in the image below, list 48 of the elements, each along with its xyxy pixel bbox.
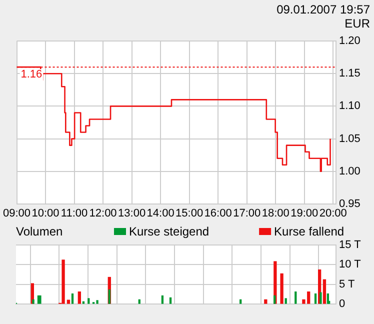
bar	[32, 299, 34, 304]
y-axis-title: EUR	[344, 16, 370, 30]
x-tick-label: 09:00	[3, 208, 31, 220]
bar	[78, 291, 82, 304]
bar	[71, 293, 74, 304]
bar	[280, 273, 284, 304]
bar	[322, 279, 326, 304]
x-tick-label: 10:00	[32, 208, 60, 220]
x-tick-label: 19:00	[290, 208, 318, 220]
bar	[62, 260, 65, 304]
x-tick-label: 12:00	[89, 208, 117, 220]
bar	[284, 298, 287, 304]
x-tick-label: 17:00	[233, 208, 261, 220]
y-tick-label: 1.00	[339, 165, 360, 178]
y-tick-label: 1.20	[339, 35, 360, 48]
bar	[264, 299, 268, 304]
bar	[169, 297, 172, 304]
bar	[138, 299, 140, 304]
bar	[88, 298, 90, 304]
bar	[294, 291, 297, 304]
x-tick-label: 11:00	[60, 208, 88, 220]
bar	[239, 299, 242, 304]
bar	[108, 290, 110, 304]
chart-title: Volumen	[16, 224, 63, 238]
y-tick-label: 1.05	[339, 132, 360, 145]
y-tick-label: 10 T	[339, 258, 362, 271]
legend-label: Kurse fallend	[274, 224, 344, 238]
text: 09.01.2007 19:57	[276, 2, 370, 16]
bar	[96, 300, 98, 304]
x-tick-label: 18:00	[262, 208, 290, 220]
y-tick-label: 1.15	[339, 68, 360, 80]
x-tick-label: 13:00	[118, 208, 146, 220]
bar	[66, 300, 70, 304]
y-tick-label: 0	[339, 298, 346, 310]
ref-line-label: 1.16	[20, 68, 42, 81]
y-tick-label: 5 T	[339, 278, 355, 290]
y-tick-label: 1.10	[339, 100, 360, 112]
bar	[274, 295, 276, 304]
bar	[161, 295, 164, 304]
bar	[82, 301, 85, 304]
x-tick-label: 14:00	[146, 208, 174, 220]
legend-label: Kurse steigend	[129, 224, 210, 238]
x-tick-label: 16:00	[204, 208, 232, 220]
bar	[314, 293, 317, 304]
bar	[320, 292, 322, 304]
y-tick-label: 15 T	[339, 239, 362, 252]
x-tick-label: 15:00	[176, 208, 204, 220]
x-tick-label: 20:00	[319, 208, 347, 220]
